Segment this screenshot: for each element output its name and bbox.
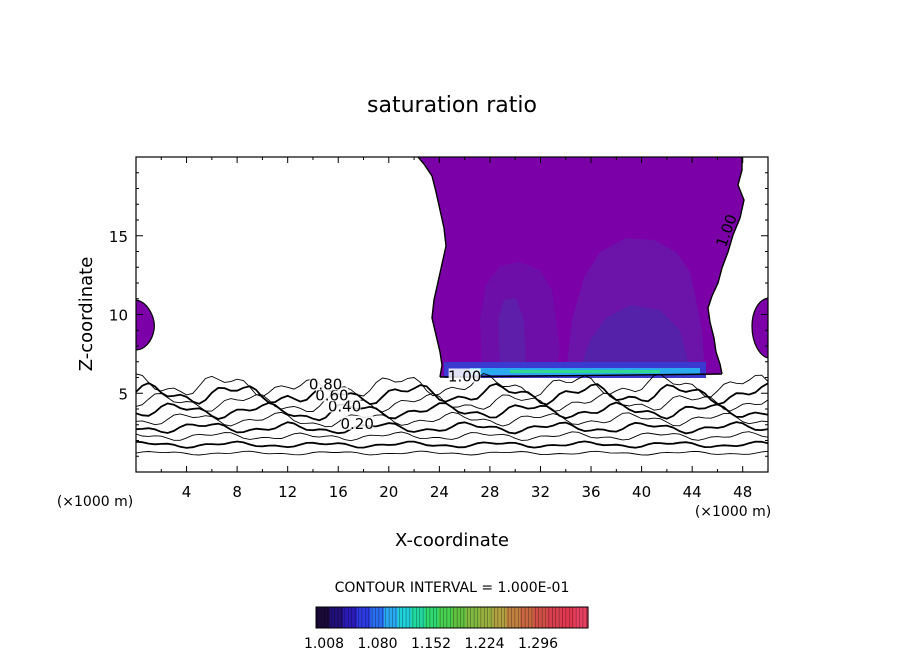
base-band-green	[510, 370, 660, 373]
x-unit-right: (×1000 m)	[695, 504, 771, 520]
x-tick-label: 8	[232, 483, 242, 501]
contour-line-1-00-right	[707, 157, 745, 375]
colorbar-swatch	[452, 607, 467, 628]
y-tick-label: 10	[109, 307, 128, 325]
colorbar-tick-labels: 1.008 1.080 1.152 1.224 1.296	[304, 636, 558, 652]
contour-line	[136, 450, 768, 456]
contour-line	[136, 382, 768, 406]
y-axis: 5 10 15	[109, 172, 768, 457]
contour-interval-label: CONTOUR INTERVAL = 1.000E-01	[335, 580, 570, 596]
contour-label-bg	[328, 398, 361, 413]
contour-line-1-00-base	[439, 373, 723, 378]
colorbar-swatch	[397, 607, 412, 628]
contour-label-bg	[448, 368, 481, 383]
colorbar-swatch	[560, 607, 575, 628]
contour-line	[136, 372, 768, 398]
colorbar-swatch	[506, 607, 521, 628]
plume-core-deep	[498, 298, 526, 366]
colorbar-swatch	[329, 607, 344, 628]
colorbar-swatch	[411, 607, 426, 628]
x-tick-label: 12	[278, 483, 297, 501]
y-axis-label: Z-coordinate	[76, 257, 97, 372]
contour-line	[136, 411, 768, 428]
colorbar-swatch	[356, 607, 371, 628]
colorbar-swatch	[547, 607, 562, 628]
contour-label-bg	[309, 376, 342, 391]
contour-line	[136, 440, 768, 449]
y-tick-label: 5	[118, 385, 128, 403]
contour-label: 0.40	[328, 397, 361, 415]
x-tick-label: 32	[531, 483, 550, 501]
colorbar-swatch	[492, 607, 507, 628]
x-tick-label: 24	[430, 483, 449, 501]
contour-line	[136, 401, 768, 422]
x-tick-label: 36	[581, 483, 600, 501]
contour-line-1-00	[417, 157, 447, 378]
colorbar-tick-label: 1.008	[304, 636, 344, 652]
x-tick-label: 48	[733, 483, 752, 501]
colorbar-swatch	[370, 607, 385, 628]
colorbar-frame	[315, 606, 589, 629]
x-tick-label: 44	[683, 483, 702, 501]
plume-core-deep-2	[580, 305, 690, 370]
x-tick-label: 20	[379, 483, 398, 501]
contour-label: 0.80	[309, 375, 342, 393]
contour-label: 1.00	[448, 368, 481, 386]
contour-label-bg	[315, 387, 348, 402]
x-axis: 4 8 12 16 20 24 28 32 36 40 44 48	[160, 157, 752, 501]
contour-line-right-blob	[751, 297, 768, 359]
contour-line	[136, 431, 768, 442]
colorbar-tick-label: 1.296	[518, 636, 558, 652]
x-tick-label: 28	[480, 483, 499, 501]
contour-label: 0.20	[340, 415, 373, 433]
saturation-fill-layer	[136, 157, 768, 378]
contour-line	[136, 392, 768, 413]
x-tick-label: 16	[329, 483, 348, 501]
colorbar-swatch	[520, 607, 535, 628]
x-axis-label: X-coordinate	[395, 530, 509, 551]
colorbar-swatch	[316, 607, 331, 628]
x-unit-left: (×1000 m)	[57, 494, 133, 510]
right-edge-blob	[752, 298, 768, 358]
colorbar-swatch	[533, 607, 548, 628]
colorbar-swatch	[343, 607, 358, 628]
x-tick-label: 40	[632, 483, 651, 501]
chart-title: saturation ratio	[367, 93, 537, 118]
contour-label-bg	[341, 415, 374, 430]
contour-line	[136, 421, 768, 435]
colorbar-tick-label: 1.152	[411, 636, 451, 652]
y-tick-label: 15	[109, 228, 128, 246]
x-tick-label: 4	[182, 483, 192, 501]
colorbar-tick-label: 1.080	[357, 636, 397, 652]
left-edge-blob	[136, 300, 155, 350]
contour-label: 0.60	[315, 386, 348, 404]
colorbar-swatch	[384, 607, 399, 628]
colorbar-swatch	[424, 607, 439, 628]
colorbar-swatch	[438, 607, 453, 628]
colorbar-tick-label: 1.224	[464, 636, 504, 652]
colorbar-swatch	[479, 607, 494, 628]
colorbar	[315, 606, 589, 629]
colorbar-swatch	[465, 607, 480, 628]
colorbar-swatch	[574, 607, 589, 628]
contour-line-left-blob	[136, 299, 155, 351]
contour-lines	[136, 157, 768, 456]
